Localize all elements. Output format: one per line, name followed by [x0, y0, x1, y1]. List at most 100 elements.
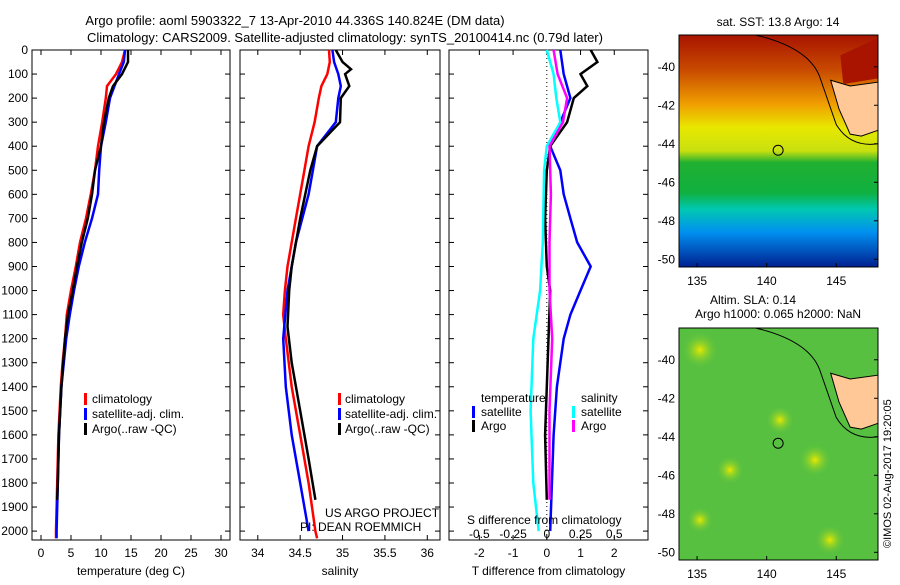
- series-line-salinity-satellite: [529, 49, 562, 532]
- legend-label: satellite-adj. clim.: [345, 407, 437, 421]
- series-line-argo-raw-qc-: [286, 49, 353, 501]
- legend-label: climatology: [92, 392, 152, 406]
- legend-title-temperature: temperature: [481, 391, 546, 405]
- title-line-1: Argo profile: aoml 5903322_7 13-Apr-2010…: [85, 13, 504, 28]
- sla-map: 135 140 145 -40 -42 -44 -46 -48 -50: [658, 327, 879, 581]
- y-tick-label: 600: [8, 187, 28, 201]
- legend-swatch-argo: [84, 423, 87, 435]
- legend-label: satellite: [581, 405, 622, 419]
- legend-swatch-climatology: [84, 393, 87, 405]
- x-tick-label: 135: [687, 567, 707, 580]
- x-axis-label: T difference from climatology: [472, 564, 626, 578]
- x-tick-label: 15: [124, 546, 138, 560]
- legend-label: satellite: [481, 405, 522, 419]
- legend-swatch-satellite: [84, 408, 87, 420]
- x-axis-label: salinity: [322, 564, 359, 578]
- argo-position-marker: [772, 144, 784, 156]
- x-tick-label: 1: [577, 546, 584, 560]
- x-tick-label: -2: [474, 546, 485, 560]
- y-tick-label: -46: [658, 175, 676, 189]
- x-tick-label: 34: [251, 546, 265, 560]
- y-tick-label: 700: [8, 211, 28, 225]
- y-tick-label: 1700: [1, 452, 28, 466]
- plot-frame: [239, 49, 441, 541]
- sst-map-title: sat. SST: 13.8 Argo: 14: [717, 15, 840, 29]
- y-tick-label: -42: [658, 391, 676, 405]
- series-line-salinity-argo: [548, 49, 569, 500]
- y-tick-label: -42: [658, 98, 676, 112]
- difference-panel: -2 -1 0 1 2 T difference from climatology -0.5…: [448, 49, 649, 578]
- y-tick-label: 100: [8, 67, 28, 81]
- x-axis-label: temperature (deg C): [77, 564, 185, 578]
- y-tick-label: -44: [658, 137, 676, 151]
- y-tick-label: 1200: [1, 332, 28, 346]
- map-frame: [678, 34, 879, 268]
- sla-anomaly: [687, 507, 713, 533]
- x-tick-label: 0: [38, 546, 45, 560]
- sst-map: 135 140 145 -40 -42 -44 -46 -48 -50: [658, 34, 879, 288]
- legend-label: Argo: [481, 419, 507, 433]
- x-tick-label: 35.5: [373, 546, 397, 560]
- x-tick-label: 145: [826, 567, 846, 580]
- timestamp: ©IMOS 02-Aug-2017 19:20:05: [882, 399, 894, 548]
- y-tick-label: -48: [658, 507, 676, 521]
- sla-anomaly: [716, 456, 744, 484]
- y-tick-label: 1400: [1, 380, 28, 394]
- sla-map-subtitle: Argo h1000: 0.065 h2000: NaN: [695, 307, 861, 321]
- y-tick-label: 200: [8, 91, 28, 105]
- argo-position-marker: [772, 437, 784, 449]
- tasmania-land: [829, 79, 879, 137]
- shelf-contour: [755, 327, 879, 438]
- y-tick-label: 1600: [1, 428, 28, 442]
- legend-swatch-argo: [338, 423, 341, 435]
- x-tick-label: 140: [757, 567, 777, 580]
- land-mask: [840, 37, 878, 85]
- s-tick-label: 0.25: [569, 527, 593, 541]
- legend-swatch-satellite: [338, 408, 341, 420]
- plot-frame: [31, 49, 231, 541]
- temperature-panel: 0100200300400500600700800900100011001200…: [1, 43, 231, 578]
- y-tick-label: 300: [8, 115, 28, 129]
- series-line-satellite-adj-clim-: [281, 49, 343, 532]
- legend-label: satellite-adj. clim.: [92, 407, 184, 421]
- x-tick-label: 35: [336, 546, 350, 560]
- y-tick-label: -50: [658, 545, 676, 559]
- y-tick-label: 1100: [2, 308, 28, 322]
- legend-label: Argo(..raw -QC): [345, 422, 430, 436]
- y-tick-label: 2000: [1, 524, 28, 538]
- y-tick-label: 800: [8, 235, 28, 249]
- tasmania-land: [829, 372, 879, 430]
- legend-label: climatology: [345, 392, 405, 406]
- map-frame: [678, 327, 879, 561]
- x-tick-label: 36: [421, 546, 435, 560]
- x-tick-label: 5: [68, 546, 75, 560]
- y-tick-label: 1900: [1, 500, 28, 514]
- s-tick-label: -0.5: [469, 527, 490, 541]
- pi-annotation: PI: DEAN ROEMMICH: [300, 520, 421, 534]
- x-tick-label: 0: [543, 546, 550, 560]
- series-line-temperature-argo: [543, 49, 600, 500]
- legend-swatch-climatology: [338, 393, 341, 405]
- x-tick-label: 135: [687, 274, 707, 288]
- sla-anomaly: [682, 332, 718, 368]
- y-tick-label: -44: [658, 430, 676, 444]
- sla-map-title: Altim. SLA: 0.14: [710, 293, 796, 307]
- y-tick-label: 1000: [1, 284, 28, 298]
- y-tick-label: 500: [8, 163, 28, 177]
- sla-anomaly: [766, 406, 794, 434]
- legend-label: Argo(..raw -QC): [92, 422, 177, 436]
- x-tick-label: 10: [94, 546, 108, 560]
- x-tick-label: -1: [508, 546, 519, 560]
- legend-swatch-t-argo: [472, 420, 475, 432]
- y-tick-label: 0: [21, 43, 28, 57]
- y-tick-label: -40: [658, 60, 676, 74]
- legend-title-salinity: salinity: [581, 391, 618, 405]
- legend-swatch-s-satellite: [572, 406, 575, 418]
- legend-swatch-s-argo: [572, 420, 575, 432]
- legend-swatch-t-satellite: [472, 406, 475, 418]
- s-tick-label: 0: [543, 527, 550, 541]
- temperature-legend: climatology satellite-adj. clim. Argo(..…: [84, 392, 184, 436]
- x-tick-label: 34.5: [288, 546, 312, 560]
- salinity-legend: climatology satellite-adj. clim. Argo(..…: [338, 392, 437, 436]
